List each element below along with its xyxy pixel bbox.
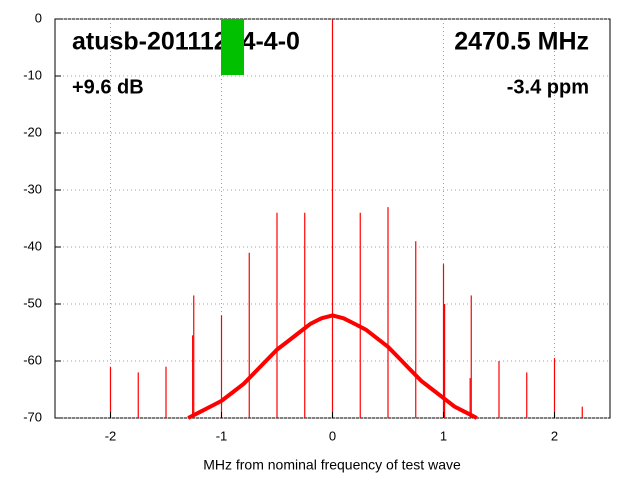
y-tick-label: -60 — [23, 352, 42, 367]
indicator — [221, 19, 244, 75]
y-tick-label: -40 — [23, 238, 42, 253]
x-tick-label: 2 — [551, 428, 558, 443]
offset: -3.4 ppm — [507, 76, 589, 98]
y-tick-label: -10 — [23, 67, 42, 82]
x-tick-label: -1 — [216, 428, 228, 443]
x-axis-label: MHz from nominal frequency of test wave — [203, 457, 461, 473]
y-tick-label: -30 — [23, 181, 42, 196]
chart-title: atusb-20111214-4-0 — [72, 28, 300, 56]
y-tick-label: 0 — [35, 10, 42, 25]
x-tick-label: -2 — [105, 428, 117, 443]
gain: +9.6 dB — [72, 76, 144, 98]
y-tick-label: -50 — [23, 295, 42, 310]
x-tick-label: 1 — [440, 428, 447, 443]
y-tick-label: -20 — [23, 124, 42, 139]
x-tick-label: 0 — [329, 428, 336, 443]
frequency: 2470.5 MHz — [454, 28, 589, 56]
y-tick-label: -70 — [23, 409, 42, 424]
plot — [55, 18, 610, 420]
